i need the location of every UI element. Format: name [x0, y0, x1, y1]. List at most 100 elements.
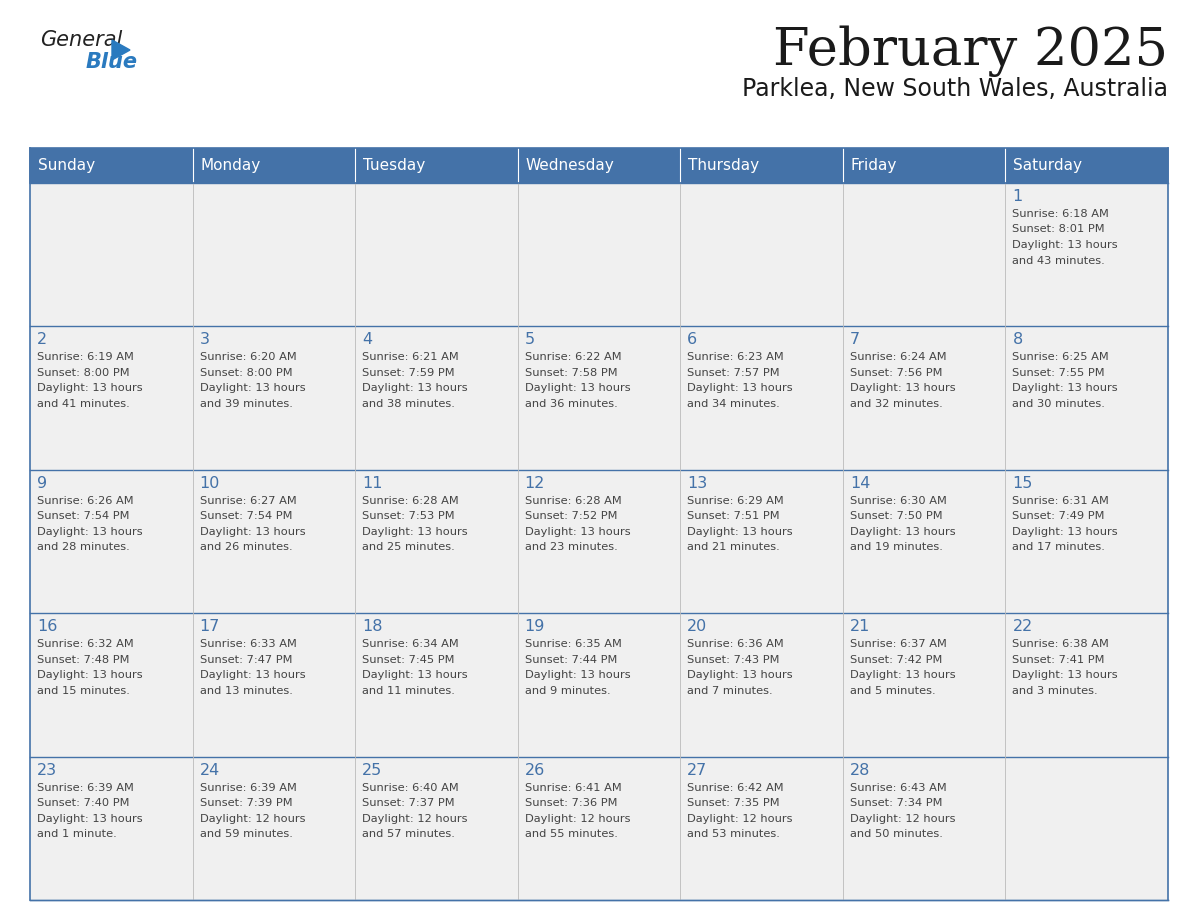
Bar — [30, 613, 192, 756]
Text: Daylight: 13 hours: Daylight: 13 hours — [362, 670, 468, 680]
Text: Sunrise: 6:27 AM: Sunrise: 6:27 AM — [200, 496, 296, 506]
Text: Daylight: 13 hours: Daylight: 13 hours — [200, 527, 305, 537]
Text: and 39 minutes.: and 39 minutes. — [200, 399, 292, 409]
Text: Sunset: 7:40 PM: Sunset: 7:40 PM — [37, 798, 129, 808]
Bar — [681, 183, 842, 327]
Text: Daylight: 12 hours: Daylight: 12 hours — [525, 813, 630, 823]
Text: Daylight: 13 hours: Daylight: 13 hours — [37, 813, 143, 823]
Bar — [842, 470, 1005, 613]
Bar — [1005, 470, 1168, 613]
Text: Sunrise: 6:30 AM: Sunrise: 6:30 AM — [849, 496, 947, 506]
Text: Sunset: 7:39 PM: Sunset: 7:39 PM — [200, 798, 292, 808]
Text: 15: 15 — [1012, 476, 1032, 491]
Text: 16: 16 — [37, 620, 57, 634]
Text: Sunset: 7:43 PM: Sunset: 7:43 PM — [688, 655, 779, 665]
Bar — [518, 613, 681, 756]
Bar — [1005, 756, 1168, 900]
Text: Sunrise: 6:39 AM: Sunrise: 6:39 AM — [37, 783, 134, 792]
Text: 26: 26 — [525, 763, 545, 778]
Bar — [518, 327, 681, 470]
Text: Sunset: 7:58 PM: Sunset: 7:58 PM — [525, 368, 618, 378]
Text: Sunset: 7:50 PM: Sunset: 7:50 PM — [849, 511, 942, 521]
Text: Sunset: 8:00 PM: Sunset: 8:00 PM — [200, 368, 292, 378]
Text: Daylight: 13 hours: Daylight: 13 hours — [200, 384, 305, 394]
Text: and 28 minutes.: and 28 minutes. — [37, 543, 129, 553]
Bar — [518, 183, 681, 327]
Bar — [842, 756, 1005, 900]
Text: 28: 28 — [849, 763, 871, 778]
Text: and 34 minutes.: and 34 minutes. — [688, 399, 781, 409]
Bar — [518, 756, 681, 900]
Text: 2: 2 — [37, 332, 48, 347]
Bar — [192, 613, 355, 756]
Text: 23: 23 — [37, 763, 57, 778]
Text: Sunrise: 6:39 AM: Sunrise: 6:39 AM — [200, 783, 297, 792]
Text: 6: 6 — [688, 332, 697, 347]
Text: Sunrise: 6:35 AM: Sunrise: 6:35 AM — [525, 639, 621, 649]
Bar — [518, 148, 681, 183]
Text: and 9 minutes.: and 9 minutes. — [525, 686, 611, 696]
Text: Sunset: 7:54 PM: Sunset: 7:54 PM — [37, 511, 129, 521]
Text: Sunset: 7:55 PM: Sunset: 7:55 PM — [1012, 368, 1105, 378]
Text: 11: 11 — [362, 476, 383, 491]
Text: Daylight: 13 hours: Daylight: 13 hours — [200, 670, 305, 680]
Bar — [30, 148, 192, 183]
Text: Thursday: Thursday — [688, 158, 759, 173]
Text: Daylight: 13 hours: Daylight: 13 hours — [525, 384, 631, 394]
Bar — [1005, 327, 1168, 470]
Text: and 7 minutes.: and 7 minutes. — [688, 686, 773, 696]
Bar — [30, 183, 192, 327]
Text: Sunrise: 6:28 AM: Sunrise: 6:28 AM — [525, 496, 621, 506]
Text: 7: 7 — [849, 332, 860, 347]
Text: and 13 minutes.: and 13 minutes. — [200, 686, 292, 696]
Text: Sunset: 7:57 PM: Sunset: 7:57 PM — [688, 368, 779, 378]
Text: Sunrise: 6:24 AM: Sunrise: 6:24 AM — [849, 353, 947, 363]
Text: Sunset: 7:51 PM: Sunset: 7:51 PM — [688, 511, 779, 521]
Text: Sunrise: 6:36 AM: Sunrise: 6:36 AM — [688, 639, 784, 649]
Bar — [355, 327, 518, 470]
Text: Sunrise: 6:38 AM: Sunrise: 6:38 AM — [1012, 639, 1110, 649]
Text: 12: 12 — [525, 476, 545, 491]
Text: Sunrise: 6:18 AM: Sunrise: 6:18 AM — [1012, 209, 1110, 219]
Text: Sunrise: 6:42 AM: Sunrise: 6:42 AM — [688, 783, 784, 792]
Text: Daylight: 12 hours: Daylight: 12 hours — [688, 813, 792, 823]
Text: 20: 20 — [688, 620, 708, 634]
Text: Sunrise: 6:41 AM: Sunrise: 6:41 AM — [525, 783, 621, 792]
Text: February 2025: February 2025 — [773, 25, 1168, 76]
Text: 13: 13 — [688, 476, 708, 491]
Text: and 19 minutes.: and 19 minutes. — [849, 543, 943, 553]
Text: Daylight: 13 hours: Daylight: 13 hours — [849, 527, 955, 537]
Text: 19: 19 — [525, 620, 545, 634]
Text: and 41 minutes.: and 41 minutes. — [37, 399, 129, 409]
Bar — [681, 148, 842, 183]
Bar — [518, 470, 681, 613]
Text: Sunset: 7:54 PM: Sunset: 7:54 PM — [200, 511, 292, 521]
Bar — [355, 756, 518, 900]
Bar — [30, 756, 192, 900]
Text: Daylight: 12 hours: Daylight: 12 hours — [849, 813, 955, 823]
Text: and 25 minutes.: and 25 minutes. — [362, 543, 455, 553]
Text: and 32 minutes.: and 32 minutes. — [849, 399, 942, 409]
Text: Daylight: 13 hours: Daylight: 13 hours — [525, 670, 631, 680]
Text: Sunset: 7:41 PM: Sunset: 7:41 PM — [1012, 655, 1105, 665]
Text: Daylight: 13 hours: Daylight: 13 hours — [688, 384, 792, 394]
Bar — [192, 148, 355, 183]
Text: Daylight: 13 hours: Daylight: 13 hours — [37, 384, 143, 394]
Text: Sunset: 7:36 PM: Sunset: 7:36 PM — [525, 798, 618, 808]
Text: and 23 minutes.: and 23 minutes. — [525, 543, 618, 553]
Bar — [192, 327, 355, 470]
Text: 5: 5 — [525, 332, 535, 347]
Text: Sunrise: 6:23 AM: Sunrise: 6:23 AM — [688, 353, 784, 363]
Text: and 59 minutes.: and 59 minutes. — [200, 829, 292, 839]
Polygon shape — [112, 40, 129, 60]
Text: Sunset: 7:45 PM: Sunset: 7:45 PM — [362, 655, 455, 665]
Text: 21: 21 — [849, 620, 871, 634]
Bar — [681, 613, 842, 756]
Text: Sunset: 8:00 PM: Sunset: 8:00 PM — [37, 368, 129, 378]
Bar — [842, 183, 1005, 327]
Text: Daylight: 13 hours: Daylight: 13 hours — [37, 670, 143, 680]
Text: and 1 minute.: and 1 minute. — [37, 829, 116, 839]
Text: Daylight: 13 hours: Daylight: 13 hours — [849, 384, 955, 394]
Text: and 36 minutes.: and 36 minutes. — [525, 399, 618, 409]
Text: 18: 18 — [362, 620, 383, 634]
